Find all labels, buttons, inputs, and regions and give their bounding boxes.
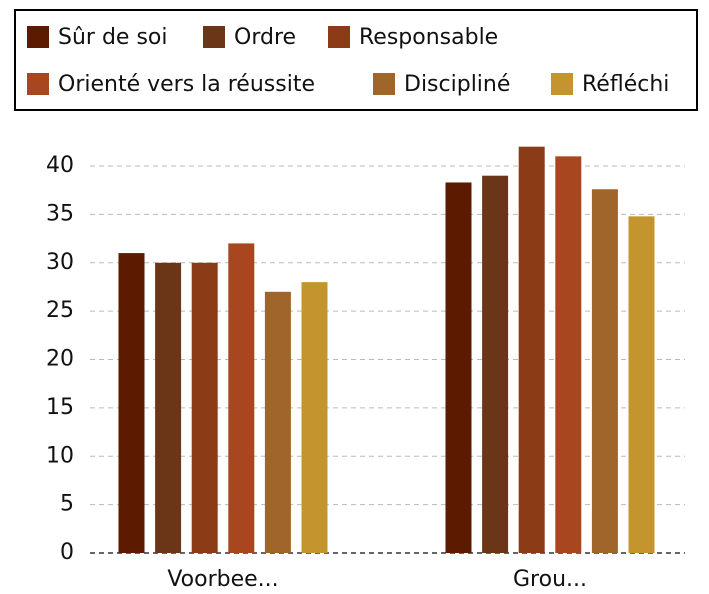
y-tick-label: 30 bbox=[46, 250, 74, 275]
legend-label: Sûr de soi bbox=[58, 25, 167, 50]
bar bbox=[445, 182, 472, 553]
y-tick-label: 25 bbox=[46, 298, 74, 323]
legend-swatch bbox=[27, 73, 49, 95]
legend-label: Discipliné bbox=[404, 72, 510, 97]
y-tick-label: 15 bbox=[46, 395, 74, 420]
x-tick-label: Voorbee... bbox=[167, 567, 278, 592]
bar bbox=[191, 262, 218, 553]
bar bbox=[482, 175, 509, 553]
y-tick-label: 5 bbox=[60, 492, 74, 517]
x-tick-label: Grou... bbox=[513, 567, 587, 592]
bar bbox=[301, 282, 328, 553]
legend-label: Responsable bbox=[359, 25, 498, 50]
legend-swatch bbox=[27, 26, 49, 48]
legend-swatch bbox=[373, 73, 395, 95]
bar bbox=[264, 291, 291, 553]
y-tick-label: 0 bbox=[60, 540, 74, 565]
legend-box bbox=[14, 9, 698, 111]
legend-label: Orienté vers la réussite bbox=[58, 72, 315, 97]
y-tick-label: 10 bbox=[46, 443, 74, 468]
legend-swatch bbox=[328, 26, 350, 48]
bar bbox=[628, 216, 655, 553]
y-tick-label: 20 bbox=[46, 347, 74, 372]
bar bbox=[118, 253, 145, 553]
legend-label: Ordre bbox=[234, 25, 296, 50]
legend-label: Réfléchi bbox=[582, 72, 669, 97]
y-tick-label: 35 bbox=[46, 201, 74, 226]
bar bbox=[228, 243, 255, 553]
bar bbox=[155, 262, 182, 553]
bar bbox=[591, 189, 618, 553]
bar bbox=[555, 156, 582, 554]
legend-swatch bbox=[551, 73, 573, 95]
legend-swatch bbox=[203, 26, 225, 48]
y-tick-label: 40 bbox=[46, 153, 74, 178]
bar bbox=[518, 146, 545, 553]
